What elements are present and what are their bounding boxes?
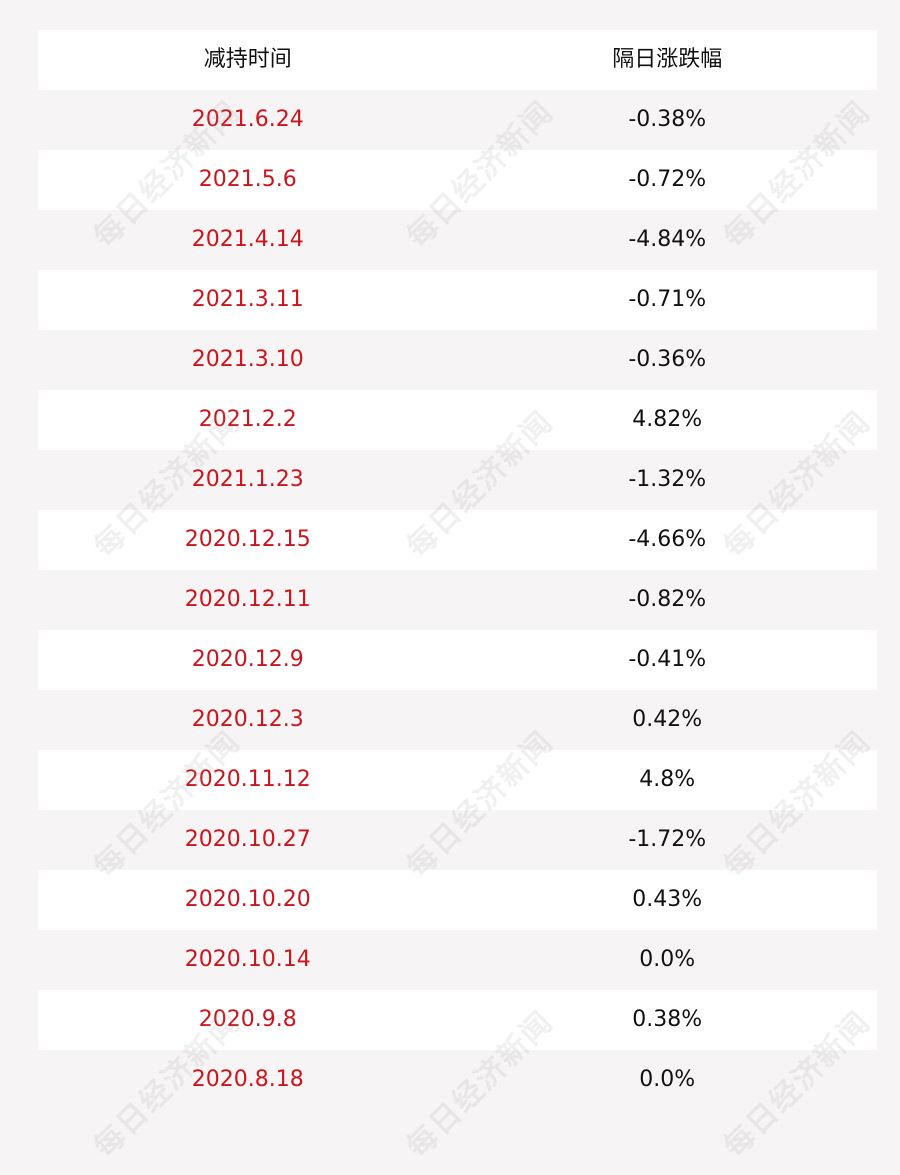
row-change: -0.72%: [628, 167, 707, 192]
row-date: 2020.10.20: [184, 887, 311, 912]
row-change: 0.43%: [632, 887, 703, 912]
row-date: 2020.10.14: [184, 947, 311, 972]
row-change: 0.42%: [632, 707, 703, 732]
table-row: 2020.8.18 0.0%: [38, 1050, 877, 1110]
row-change: 0.0%: [639, 1067, 696, 1092]
table-row: 2020.9.8 0.38%: [38, 990, 877, 1050]
row-date: 2021.3.10: [191, 347, 304, 372]
row-change: -4.84%: [628, 227, 707, 252]
table-row: 2020.12.11 -0.82%: [38, 570, 877, 630]
row-date: 2020.10.27: [184, 827, 311, 852]
row-change: 4.8%: [639, 767, 696, 792]
table-row: 2021.3.11 -0.71%: [38, 270, 877, 330]
table-row: 2020.11.12 4.8%: [38, 750, 877, 810]
row-change: -0.36%: [628, 347, 707, 372]
row-date: 2020.12.15: [184, 527, 311, 552]
table-row: 2021.2.2 4.82%: [38, 390, 877, 450]
table-row: 2020.12.9 -0.41%: [38, 630, 877, 690]
header-date: 减持时间: [203, 47, 292, 72]
row-date: 2020.9.8: [198, 1007, 297, 1032]
row-change: -4.66%: [628, 527, 707, 552]
row-date: 2020.12.11: [184, 587, 311, 612]
table-row: 2020.10.27 -1.72%: [38, 810, 877, 870]
row-date: 2020.11.12: [184, 767, 311, 792]
row-change: -1.72%: [628, 827, 707, 852]
row-date: 2020.8.18: [191, 1067, 304, 1092]
table-row: 2020.12.3 0.42%: [38, 690, 877, 750]
table-row: 2021.1.23 -1.32%: [38, 450, 877, 510]
header-change: 隔日涨跌幅: [612, 47, 723, 72]
reduction-table: 减持时间 隔日涨跌幅 2021.6.24 -0.38% 2021.5.6 -0.…: [38, 30, 877, 1110]
table-row: 2021.5.6 -0.72%: [38, 150, 877, 210]
row-date: 2020.12.9: [191, 647, 304, 672]
row-change: -0.71%: [628, 287, 707, 312]
row-change: -1.32%: [628, 467, 707, 492]
table-row: 2020.10.20 0.43%: [38, 870, 877, 930]
row-date: 2021.1.23: [191, 467, 304, 492]
row-date: 2021.5.6: [198, 167, 297, 192]
row-date: 2020.12.3: [191, 707, 304, 732]
row-change: -0.38%: [628, 107, 707, 132]
row-date: 2021.6.24: [191, 107, 304, 132]
table-row: 2020.12.15 -4.66%: [38, 510, 877, 570]
table-header: 减持时间 隔日涨跌幅: [38, 30, 877, 90]
row-change: 4.82%: [632, 407, 703, 432]
row-date: 2021.3.11: [191, 287, 304, 312]
row-change: 0.38%: [632, 1007, 703, 1032]
row-date: 2021.4.14: [191, 227, 304, 252]
row-date: 2021.2.2: [198, 407, 297, 432]
row-change: -0.41%: [628, 647, 707, 672]
table-row: 2021.3.10 -0.36%: [38, 330, 877, 390]
table-row: 2020.10.14 0.0%: [38, 930, 877, 990]
row-change: -0.82%: [628, 587, 707, 612]
table-row: 2021.6.24 -0.38%: [38, 90, 877, 150]
table-row: 2021.4.14 -4.84%: [38, 210, 877, 270]
row-change: 0.0%: [639, 947, 696, 972]
